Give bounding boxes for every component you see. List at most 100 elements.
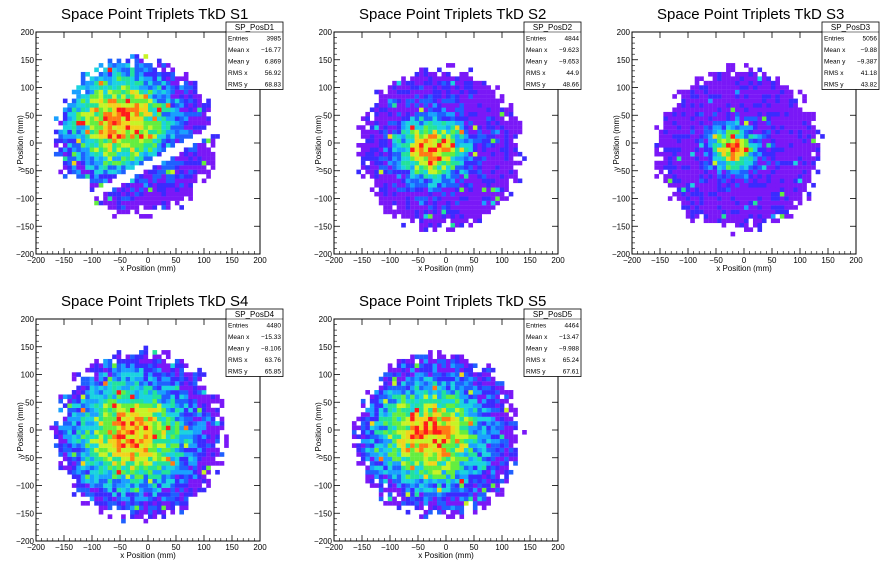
heatmap-cell [112,76,117,81]
heatmap-cell [94,98,99,104]
heatmap-cell [369,412,375,417]
heatmap-cell [80,492,86,497]
heatmap-cell [486,138,491,144]
heatmap-cell [170,416,176,422]
heatmap-cell [356,143,362,148]
heatmap-cell [504,174,509,179]
heatmap-cell [188,129,193,135]
x-tick-label: −100 [381,256,400,265]
heatmap-cell [170,89,176,95]
heatmap-cell [508,134,514,139]
heatmap-cell [148,398,153,404]
heatmap-cell [423,434,429,440]
heatmap-cell [165,447,171,453]
heatmap-cell [784,169,789,175]
heatmap-cell [508,125,514,130]
heatmap-cell [401,443,406,448]
heatmap-cell [806,147,812,153]
heatmap-cell [463,120,469,126]
heatmap-cell [441,138,447,144]
heatmap-cell [103,160,108,166]
heatmap-cell [121,487,126,493]
heatmap-cell [121,134,126,139]
heatmap-cell [148,94,153,99]
heatmap-cell [396,129,402,135]
heatmap-cell [694,200,700,206]
heatmap-cell [139,151,144,157]
heatmap-cell [681,94,686,99]
heatmap-cell [179,465,184,471]
heatmap-cell [121,478,126,484]
stats-label: RMS y [228,369,248,376]
heatmap-cell [423,218,429,224]
heatmap-cell [183,107,189,113]
heatmap-cell [708,89,713,95]
heatmap-cell [112,116,117,121]
heatmap-cell [134,160,140,166]
heatmap-cell [748,200,754,206]
heatmap-cell [183,443,189,448]
heatmap-cell [802,111,807,117]
heatmap-cell [143,80,149,86]
heatmap-cell [71,469,77,475]
heatmap-cell [414,474,420,479]
heatmap-cell [98,98,104,104]
heatmap-cell [450,138,456,144]
heatmap-cell [143,116,149,121]
heatmap-cell [62,403,68,408]
heatmap-cell [134,421,140,426]
heatmap-cell [419,430,424,435]
heatmap-cell [76,156,81,161]
heatmap-cell [210,461,216,466]
heatmap-cell [98,367,104,373]
heatmap-cell [170,71,176,77]
heatmap-cell [89,76,95,81]
heatmap-cell [85,381,90,386]
heatmap-cell [770,94,776,99]
heatmap-cell [179,425,184,431]
heatmap-cell [143,98,149,104]
heatmap-cell [80,403,86,408]
heatmap-cell [432,138,438,144]
heatmap-cell [721,125,727,130]
heatmap-cell [378,390,384,395]
heatmap-cell [197,483,202,488]
heatmap-cell [89,363,95,368]
heatmap-cell [468,80,474,86]
heatmap-cell [508,129,514,135]
heatmap-cell [775,169,780,175]
heatmap-cell [94,85,99,90]
heatmap-cell [360,398,366,404]
heatmap-cell [383,143,388,148]
heatmap-cell [423,209,429,215]
heatmap-cell [401,438,406,444]
heatmap-cell [116,412,122,417]
heatmap-cell [148,98,153,104]
heatmap-cell [690,138,695,144]
heatmap-cell [730,151,736,157]
heatmap-cell [477,191,482,197]
heatmap-cell [67,116,72,121]
heatmap-cell [446,151,451,157]
heatmap-cell [116,425,122,431]
heatmap-cell [423,222,429,228]
heatmap-cell [432,147,438,153]
heatmap-cell [481,111,487,117]
heatmap-cell [703,120,709,126]
heatmap-cell [788,147,794,153]
heatmap-cell [125,354,131,360]
heatmap-cell [744,138,749,144]
heatmap-cell [766,138,772,144]
heatmap-cell [690,120,695,126]
heatmap-cell [450,160,456,166]
heatmap-cell [690,169,695,175]
heatmap-cell [179,492,184,497]
heatmap-cell [712,178,718,184]
heatmap-cell [676,187,682,192]
heatmap-cell [708,98,713,104]
heatmap-cell [699,187,704,192]
heatmap-cell [761,80,767,86]
heatmap-cell [148,187,153,192]
heatmap-cell [139,143,144,148]
heatmap-cell [183,487,189,493]
